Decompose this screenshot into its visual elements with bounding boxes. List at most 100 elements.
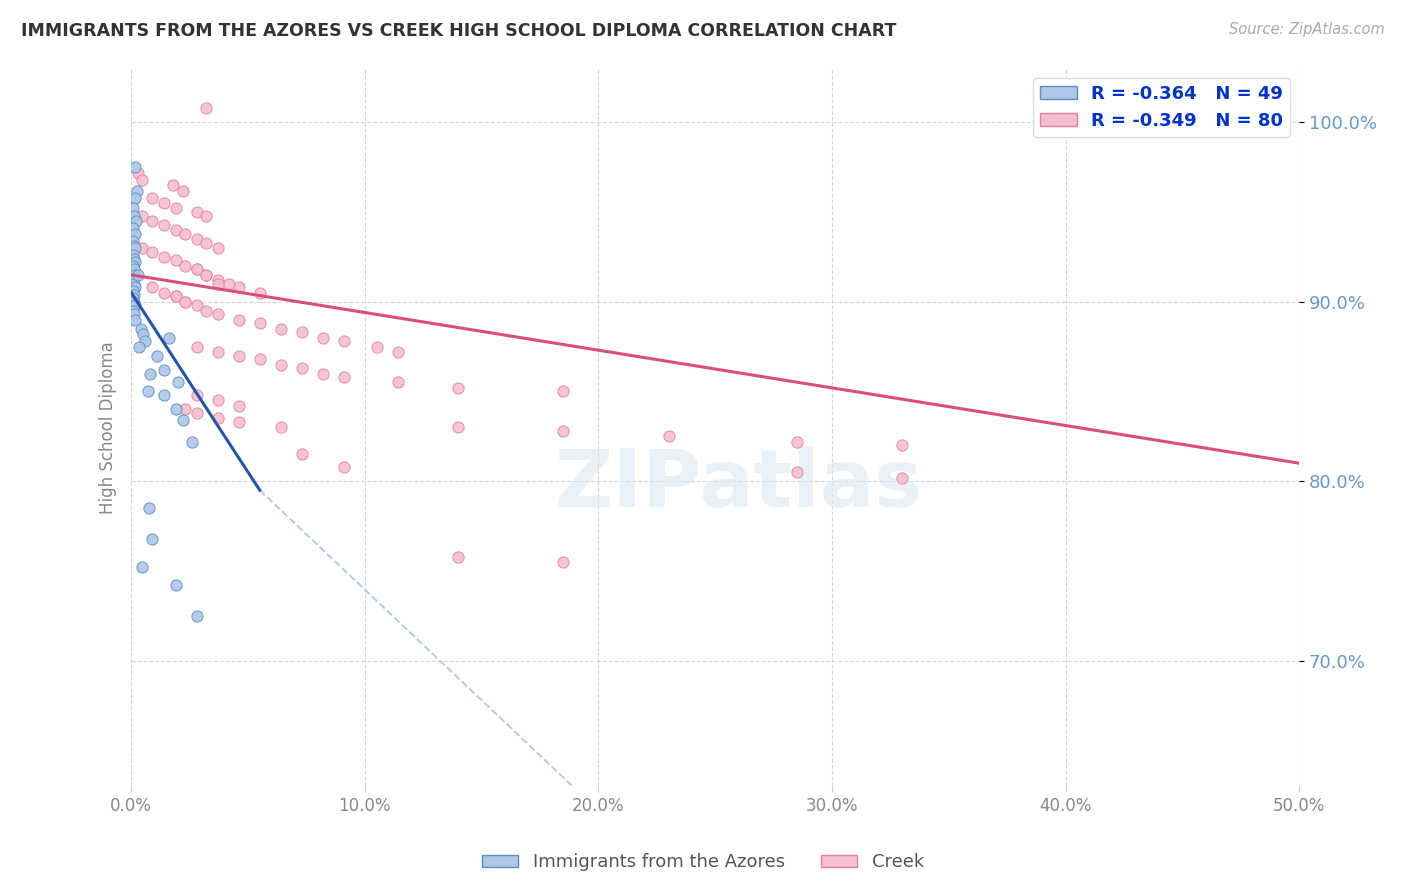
- Point: [131, 241, 153, 255]
- Point: [131, 560, 153, 574]
- Point: [195, 268, 218, 282]
- Point: [121, 234, 143, 248]
- Point: [124, 268, 146, 282]
- Point: [366, 340, 388, 354]
- Text: ZIPatlas: ZIPatlas: [554, 446, 922, 524]
- Point: [141, 532, 163, 546]
- Point: [125, 214, 148, 228]
- Point: [122, 209, 145, 223]
- Point: [228, 415, 250, 429]
- Point: [249, 352, 271, 367]
- Point: [153, 388, 176, 402]
- Point: [124, 312, 146, 326]
- Point: [121, 291, 143, 305]
- Point: [786, 465, 808, 479]
- Point: [333, 370, 356, 384]
- Point: [270, 358, 292, 372]
- Point: [207, 273, 229, 287]
- Point: [172, 184, 194, 198]
- Point: [122, 252, 145, 266]
- Point: [891, 438, 914, 452]
- Point: [122, 202, 145, 216]
- Point: [207, 345, 229, 359]
- Point: [291, 325, 314, 339]
- Point: [124, 227, 146, 241]
- Point: [132, 326, 155, 341]
- Point: [291, 447, 314, 461]
- Point: [153, 218, 176, 232]
- Point: [167, 376, 190, 390]
- Point: [124, 255, 146, 269]
- Point: [124, 191, 146, 205]
- Point: [162, 178, 184, 193]
- Point: [270, 420, 292, 434]
- Point: [122, 284, 145, 298]
- Point: [165, 289, 187, 303]
- Point: [387, 376, 409, 390]
- Point: [553, 424, 575, 438]
- Point: [553, 384, 575, 399]
- Point: [122, 294, 145, 309]
- Point: [122, 303, 145, 318]
- Point: [165, 202, 187, 216]
- Point: [124, 160, 146, 174]
- Point: [146, 349, 169, 363]
- Point: [181, 434, 204, 449]
- Point: [129, 321, 152, 335]
- Point: [186, 406, 208, 420]
- Point: [138, 501, 160, 516]
- Point: [207, 411, 229, 425]
- Point: [172, 413, 194, 427]
- Y-axis label: High School Diploma: High School Diploma: [100, 341, 117, 514]
- Point: [195, 235, 218, 250]
- Point: [447, 381, 470, 395]
- Point: [122, 287, 145, 301]
- Point: [141, 280, 163, 294]
- Point: [186, 262, 208, 277]
- Point: [165, 253, 187, 268]
- Point: [195, 101, 218, 115]
- Point: [195, 303, 218, 318]
- Point: [174, 227, 197, 241]
- Point: [131, 209, 153, 223]
- Point: [122, 221, 145, 235]
- Point: [124, 298, 146, 312]
- Point: [153, 196, 176, 211]
- Point: [186, 388, 208, 402]
- Point: [124, 241, 146, 255]
- Point: [218, 277, 240, 291]
- Point: [122, 259, 145, 273]
- Point: [121, 248, 143, 262]
- Point: [174, 259, 197, 273]
- Point: [447, 420, 470, 434]
- Point: [139, 367, 162, 381]
- Point: [291, 361, 314, 376]
- Point: [333, 459, 356, 474]
- Point: [207, 241, 229, 255]
- Point: [195, 268, 218, 282]
- Point: [157, 331, 180, 345]
- Point: [657, 429, 679, 443]
- Point: [122, 307, 145, 321]
- Legend: R = -0.364   N = 49, R = -0.349   N = 80: R = -0.364 N = 49, R = -0.349 N = 80: [1033, 78, 1291, 137]
- Point: [127, 184, 149, 198]
- Point: [786, 434, 808, 449]
- Point: [249, 285, 271, 300]
- Legend: Immigrants from the Azores, Creek: Immigrants from the Azores, Creek: [475, 847, 931, 879]
- Point: [186, 298, 208, 312]
- Point: [387, 345, 409, 359]
- Point: [165, 402, 187, 417]
- Point: [128, 340, 150, 354]
- Point: [141, 191, 163, 205]
- Point: [131, 173, 153, 187]
- Point: [153, 250, 176, 264]
- Text: IMMIGRANTS FROM THE AZORES VS CREEK HIGH SCHOOL DIPLOMA CORRELATION CHART: IMMIGRANTS FROM THE AZORES VS CREEK HIGH…: [21, 22, 897, 40]
- Point: [312, 367, 335, 381]
- Point: [186, 340, 208, 354]
- Point: [249, 316, 271, 330]
- Point: [228, 399, 250, 413]
- Point: [141, 244, 163, 259]
- Point: [134, 334, 156, 349]
- Point: [186, 608, 208, 623]
- Point: [207, 393, 229, 408]
